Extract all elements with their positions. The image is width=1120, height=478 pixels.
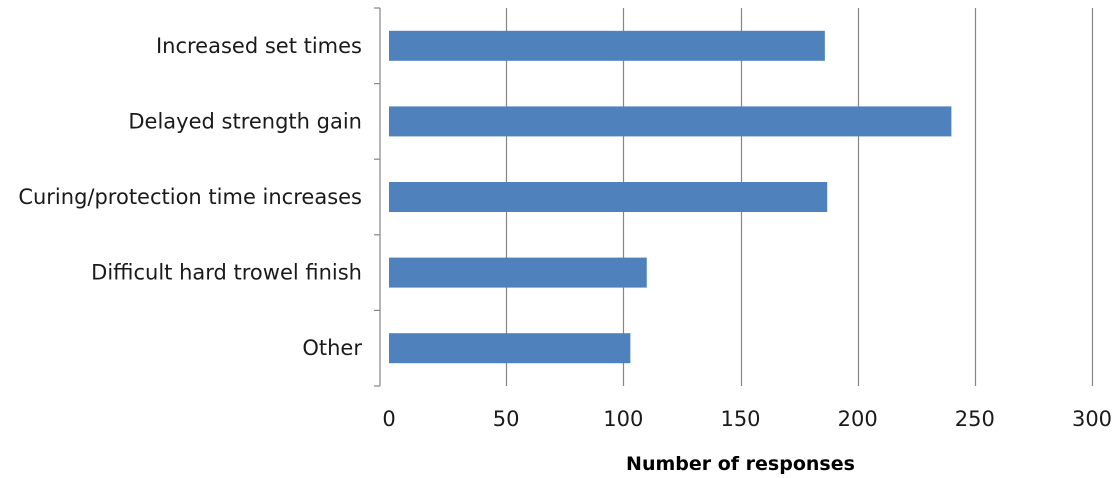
x-tick-label: 50: [493, 407, 520, 431]
x-tick-label: 0: [382, 407, 395, 431]
bar: [389, 106, 952, 137]
bar: [389, 333, 631, 364]
x-tick-label: 300: [1072, 407, 1112, 431]
bar: [389, 182, 828, 212]
category-label: Delayed strength gain: [128, 109, 362, 133]
category-label: Curing/protection time increases: [18, 185, 362, 209]
y-axis-ticks: [374, 7, 380, 387]
x-axis-title: Number of responses: [626, 453, 855, 475]
bars: [389, 30, 952, 364]
category-label: Increased set times: [156, 34, 362, 58]
bar: [389, 30, 825, 61]
x-tick-label: 100: [603, 407, 643, 431]
x-tick-labels: 0 50 100 150 200 250 300: [382, 407, 1112, 431]
category-label: Difficult hard trowel finish: [91, 261, 362, 285]
x-tick-label: 150: [720, 407, 760, 431]
category-label: Other: [302, 336, 362, 360]
category-labels: Increased set times Delayed strength gain…: [18, 34, 362, 360]
x-tick-label: 200: [838, 407, 878, 431]
bar: [389, 257, 647, 288]
x-tick-label: 250: [955, 407, 995, 431]
